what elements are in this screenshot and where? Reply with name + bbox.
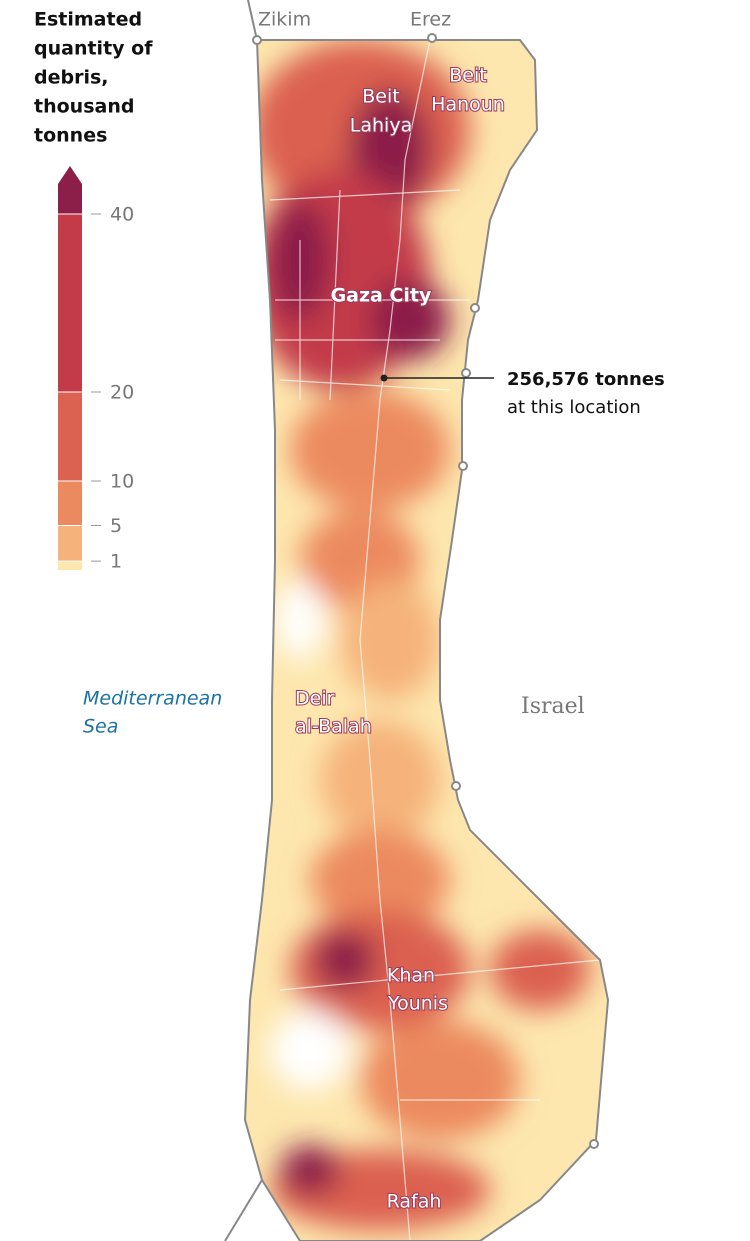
legend-title: quantity of [34,38,153,60]
legend-tick-label: 40 [110,204,134,226]
place-label: Khan [387,965,435,987]
annotation-text: at this location [507,397,641,418]
legend-band [58,214,82,392]
legend-tick-label: 1 [110,551,122,573]
legend-band [58,525,82,562]
legend-title: Estimated [34,9,142,31]
place-label: Hanoun [431,94,505,116]
sea-label: Sea [83,716,118,738]
country-label: Israel [521,694,585,719]
place-label: Lahiya [350,115,412,137]
legend-title: thousand [34,96,134,118]
legend: Estimated quantity of debris, thousand tonne… [34,9,153,573]
place-label: Beit [362,86,399,108]
legend-cap [58,166,82,214]
legend-tick-label: 5 [110,515,122,537]
legend-band [58,481,82,526]
place-label: Erez [410,9,451,31]
place-label: Zikim [258,9,311,31]
place-label: Deir [295,688,335,710]
legend-title: debris, [34,67,109,89]
legend-band [58,561,82,570]
debris-density [245,40,608,1241]
legend-tick-label: 10 [110,471,134,493]
legend-band [58,392,82,481]
annotation-value: 256,576 tonnes [507,369,665,390]
place-label: Younis [387,993,448,1015]
legend-tick-label: 20 [110,382,134,404]
place-label: Beit [449,65,486,87]
place-label: Gaza City [331,285,432,307]
place-label: Rafah [387,1191,442,1213]
legend-title: tonnes [34,125,107,147]
sea-label: Mediterranean [83,688,222,710]
place-label: al-Balah [295,716,372,738]
